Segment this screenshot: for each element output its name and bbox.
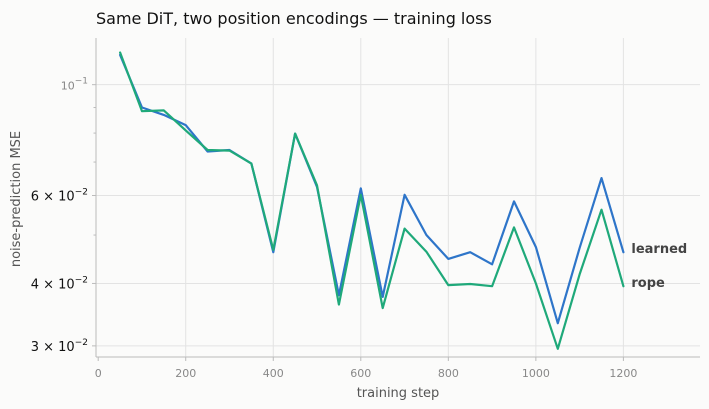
x-tick-label: 400 <box>263 367 284 380</box>
series-label-rope: rope <box>631 276 665 291</box>
y-tick-label: 6 × 10−2 <box>31 187 88 204</box>
series-line-learned <box>118 53 625 325</box>
x-axis-ticks: 0 200 400 600 800 1000 1200 <box>95 357 637 380</box>
x-tick-label: 800 <box>438 367 459 380</box>
x-tick-label: 600 <box>350 367 371 380</box>
series-line-rope <box>118 51 625 350</box>
x-tick-label: 0 <box>95 367 102 380</box>
series-label-learned: learned <box>631 242 687 257</box>
y-tick-label: 3 × 10−2 <box>31 338 88 355</box>
y-tick-label: 4 × 10−2 <box>31 275 88 292</box>
x-tick-label: 200 <box>175 367 196 380</box>
grid-lines <box>96 38 700 357</box>
x-axis-label: training step <box>357 386 440 401</box>
x-tick-label: 1200 <box>609 367 637 380</box>
y-axis-label: noise-prediction MSE <box>9 131 24 267</box>
axes <box>95 38 700 358</box>
y-axis-ticks: 10−1 6 × 10−2 4 × 10−2 3 × 10−2 <box>31 77 96 355</box>
chart-title: Same DiT, two position encodings — train… <box>96 9 492 28</box>
series-lines <box>118 51 625 350</box>
series-end-labels: learned rope <box>631 242 687 291</box>
x-tick-label: 1000 <box>522 367 550 380</box>
y-tick-label: 10−1 <box>61 77 88 93</box>
